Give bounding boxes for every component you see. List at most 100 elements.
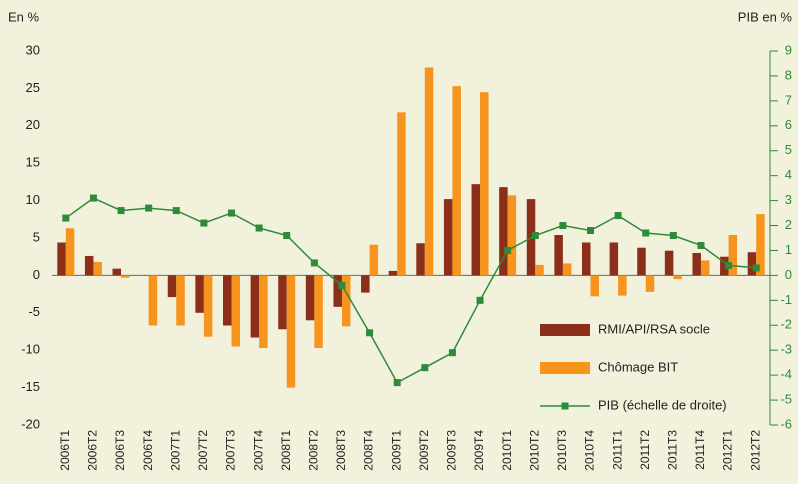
- bar: [84, 255, 94, 276]
- y2-tick-label: 7: [785, 92, 792, 107]
- bar: [582, 242, 591, 276]
- x-tick-label: 2008T4: [362, 430, 376, 471]
- bar: [176, 275, 185, 326]
- y2-tick-label: 2: [785, 217, 792, 232]
- line-marker: [614, 212, 622, 220]
- x-tick-label: 2009T3: [445, 430, 459, 471]
- line-marker: [255, 224, 263, 232]
- x-tick-label: 2010T4: [583, 430, 597, 471]
- x-tick-label: 2012T1: [721, 430, 735, 471]
- bar: [195, 275, 204, 313]
- x-tick-label: 2010T1: [500, 430, 514, 471]
- y-tick-label: 0: [33, 267, 40, 282]
- y-tick-label: -15: [21, 379, 40, 394]
- x-tick-label: 2011T3: [666, 430, 680, 470]
- bar: [388, 270, 398, 276]
- bar: [341, 275, 351, 327]
- line-marker: [504, 246, 512, 254]
- line: [65, 197, 757, 384]
- bar: [700, 260, 710, 276]
- bar: [443, 199, 453, 276]
- x-tick-label: 2007T3: [224, 430, 238, 471]
- bar: [314, 275, 323, 348]
- x-tick-label: 2011T1: [610, 430, 624, 470]
- bar: [728, 235, 738, 276]
- y-tick-label: 15: [26, 155, 40, 170]
- bar: [65, 228, 75, 276]
- y-axis-title: En %: [8, 9, 40, 24]
- bar: [618, 275, 627, 296]
- line-marker: [200, 219, 208, 227]
- line-marker: [145, 204, 153, 212]
- y2-tick-label: -5: [780, 392, 792, 407]
- legend-swatch: [540, 362, 590, 374]
- y2-tick-label: -3: [780, 342, 792, 357]
- x-tick-label: 2007T1: [168, 430, 182, 471]
- bar: [223, 275, 232, 326]
- y-tick-label: 20: [26, 117, 40, 132]
- x-tick-label: 2011T4: [693, 430, 707, 470]
- x-tick-label: 2009T1: [389, 430, 403, 471]
- bar: [471, 184, 481, 276]
- legend-label: Chômage BIT: [598, 359, 678, 374]
- y-tick-label: 5: [33, 229, 40, 244]
- y2-tick-label: 5: [785, 142, 792, 157]
- y-tick-label: 30: [26, 42, 40, 57]
- x-tick-label: 2006T1: [58, 430, 72, 471]
- bar: [673, 275, 682, 280]
- y2-tick-label: 8: [785, 67, 792, 82]
- y2-tick-label: -2: [780, 317, 792, 332]
- x-tick-label: 2011T2: [638, 430, 652, 470]
- bar: [554, 235, 563, 276]
- bar: [121, 275, 130, 278]
- bar: [369, 244, 379, 276]
- x-tick-label: 2009T4: [472, 430, 486, 471]
- bar: [452, 86, 461, 276]
- bar: [692, 252, 701, 276]
- bar: [424, 67, 434, 276]
- line-marker: [642, 229, 650, 237]
- line-marker: [283, 232, 291, 240]
- bar: [112, 268, 122, 276]
- legend-swatch: [540, 324, 590, 336]
- bar: [231, 275, 240, 347]
- bar: [664, 250, 674, 276]
- x-tick-label: 2007T4: [251, 430, 265, 471]
- line-marker: [421, 364, 429, 372]
- bar: [167, 275, 177, 298]
- bar: [278, 275, 287, 330]
- y2-tick-label: 3: [785, 192, 792, 207]
- y2-tick-label: 1: [785, 242, 792, 257]
- y-tick-label: 10: [26, 192, 40, 207]
- bar: [397, 112, 406, 276]
- line-marker: [752, 264, 760, 272]
- legend-label: RMI/API/RSA socle: [598, 321, 710, 336]
- legend-marker: [561, 402, 569, 410]
- x-tick-label: 2006T2: [86, 430, 100, 471]
- x-tick-label: 2010T3: [555, 430, 569, 471]
- bar: [720, 256, 729, 276]
- y2-tick-label: 4: [785, 167, 792, 182]
- line-marker: [310, 259, 318, 267]
- x-tick-label: 2006T3: [113, 430, 127, 471]
- bar: [148, 275, 158, 326]
- line-marker: [476, 296, 484, 304]
- y2-axis-title: PIB en %: [738, 9, 793, 24]
- y2-tick-label: 9: [785, 42, 792, 57]
- line-marker: [366, 329, 374, 337]
- y2-tick-label: -6: [780, 416, 792, 431]
- bar: [93, 261, 102, 276]
- bar: [507, 195, 517, 276]
- bar: [203, 275, 213, 337]
- bar: [756, 214, 765, 276]
- bar: [361, 275, 370, 293]
- bar: [333, 275, 342, 307]
- x-tick-label: 2006T4: [141, 430, 155, 471]
- bar: [637, 247, 646, 276]
- bar: [747, 252, 757, 276]
- line-marker: [725, 261, 733, 269]
- line-marker: [587, 227, 594, 235]
- x-tick-label: 2012T2: [748, 430, 762, 471]
- y-tick-label: -10: [21, 342, 40, 357]
